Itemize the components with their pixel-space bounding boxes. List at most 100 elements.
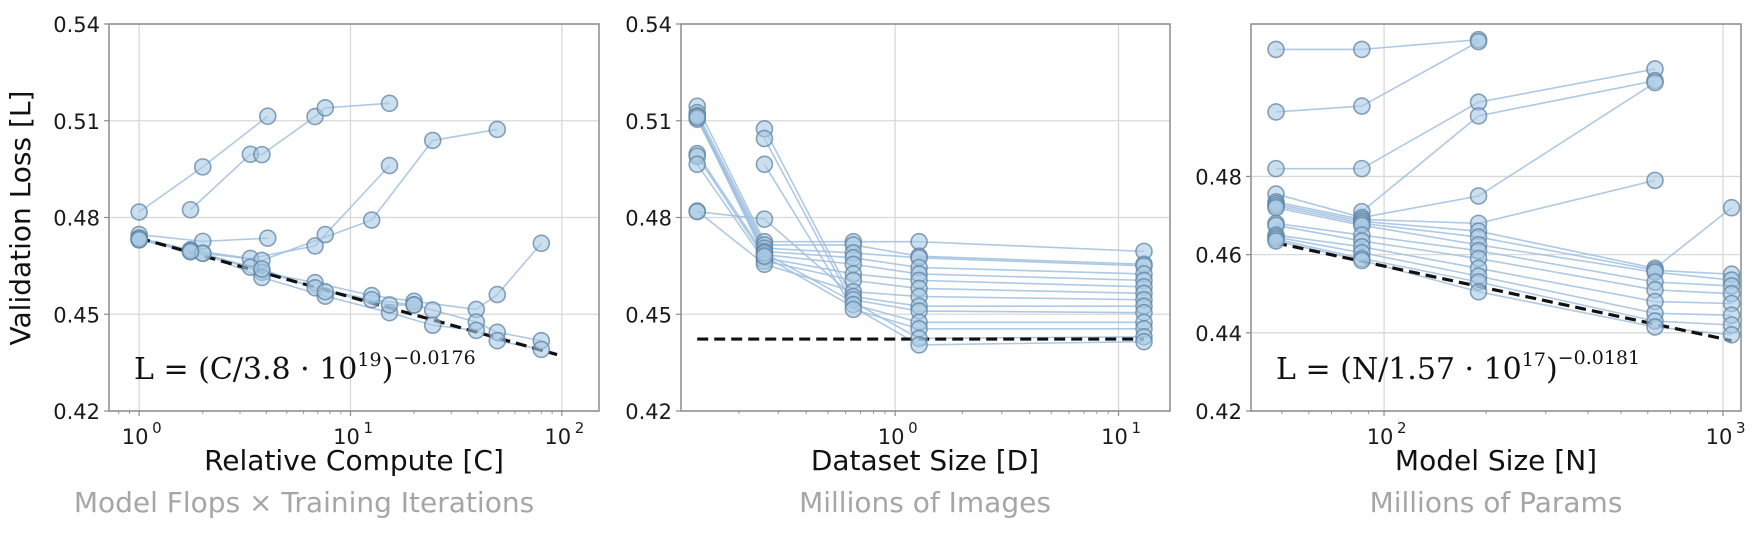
x-axis-subtitle-compute: Model Flops × Training Iterations (74, 486, 534, 519)
data-point (181, 242, 200, 261)
x-tick-exponent: 2 (1397, 419, 1407, 437)
data-point (380, 156, 399, 175)
x-tick-label: 10 (1101, 425, 1128, 449)
data-point (755, 155, 774, 174)
series-line (763, 138, 1144, 324)
data-point (1135, 332, 1153, 351)
data-point (1469, 107, 1488, 125)
y-tick-label: 0.45 (625, 303, 672, 327)
data-point (688, 202, 707, 221)
y-tick-label: 0.54 (625, 13, 672, 37)
data-point (1353, 251, 1371, 270)
data-point (1646, 318, 1664, 336)
data-point (1722, 198, 1741, 217)
data-point (467, 321, 486, 340)
y-tick-label: 0.42 (1195, 400, 1242, 424)
series-line (1276, 68, 1656, 170)
data-point (1267, 232, 1285, 250)
series-line (1275, 179, 1656, 225)
y-tick-label: 0.51 (625, 110, 672, 134)
data-point (532, 234, 551, 253)
y-tick-label: 0.42 (625, 400, 672, 424)
x-tick-exponent: 1 (363, 419, 373, 437)
data-point (316, 282, 335, 301)
x-tick-label: 10 (333, 425, 360, 449)
data-point (1353, 97, 1371, 115)
data-point (910, 336, 928, 354)
data-point (193, 158, 212, 176)
data-point (1267, 198, 1285, 217)
data-point (258, 229, 277, 247)
data-point (688, 155, 707, 174)
series-line (1275, 81, 1656, 219)
data-point (423, 316, 442, 335)
x-tick-exponent: 2 (575, 419, 585, 437)
x-tick-label: 10 (544, 425, 571, 449)
x-axis-subtitle-model-size: Millions of Params (1370, 486, 1623, 519)
data-point (488, 120, 507, 139)
data-point (488, 331, 507, 350)
x-axis-label-model-size: Model Size [N] (1395, 444, 1597, 477)
fit-equation: L = (N/1.57 · 1017)−0.0181 (1276, 347, 1640, 387)
x-tick-label: 10 (878, 425, 905, 449)
y-tick-label: 0.48 (625, 207, 672, 231)
data-point (488, 285, 507, 304)
axes-frame (1250, 23, 1742, 412)
series-line (189, 102, 390, 211)
data-point (316, 225, 335, 244)
data-point (532, 340, 551, 359)
series-line (1276, 38, 1479, 51)
series-line (763, 163, 1144, 330)
x-tick-exponent: 0 (152, 419, 162, 437)
data-point (755, 129, 774, 148)
data-point (1353, 159, 1371, 178)
data-point (423, 131, 442, 150)
data-point (362, 290, 381, 309)
y-tick-label: 0.48 (1195, 165, 1242, 189)
data-point (306, 237, 324, 255)
x-axis-label-compute: Relative Compute [C] (204, 444, 504, 477)
data-point (910, 232, 928, 251)
series-line (763, 128, 1144, 314)
data-point (362, 211, 381, 229)
data-point (1267, 40, 1285, 59)
y-tick-label: 0.51 (53, 110, 100, 134)
x-tick-exponent: 1 (1132, 419, 1142, 437)
x-tick-exponent: 3 (1736, 419, 1746, 437)
data-point (423, 301, 442, 319)
data-point (1469, 187, 1488, 205)
power-law-fit-line (1275, 241, 1732, 343)
data-point (258, 107, 277, 126)
y-tick-label: 0.42 (53, 400, 100, 424)
data-point (1267, 103, 1285, 121)
x-tick-exponent: 0 (908, 419, 918, 437)
y-tick-label: 0.45 (53, 303, 100, 327)
data-point (1353, 40, 1371, 59)
data-point (1469, 282, 1488, 301)
x-axis-subtitle-dataset: Millions of Images (799, 486, 1051, 519)
data-point (1646, 171, 1664, 190)
data-point (130, 230, 148, 249)
data-point (755, 247, 774, 266)
data-point (1722, 325, 1741, 344)
data-point (253, 260, 271, 278)
data-point (253, 145, 271, 164)
y-tick-label: 0.44 (1195, 322, 1242, 346)
data-point (380, 296, 399, 314)
fit-equation: L = (C/3.8 · 1019)−0.0176 (134, 347, 476, 387)
data-point (1469, 32, 1488, 51)
x-tick-label: 10 (1706, 425, 1733, 449)
data-point (380, 94, 399, 113)
series-line (696, 117, 1144, 346)
data-point (844, 300, 863, 319)
x-axis-label-dataset: Dataset Size [D] (811, 444, 1039, 477)
y-tick-label: 0.48 (53, 207, 100, 231)
data-point (688, 108, 707, 127)
data-point (130, 203, 148, 221)
